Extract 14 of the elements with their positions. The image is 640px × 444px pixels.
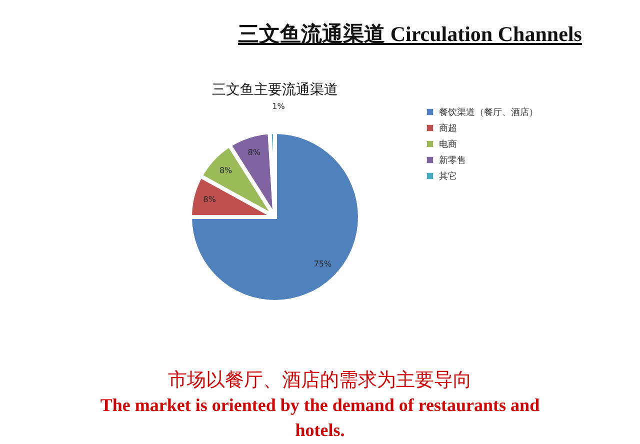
- data-label: 8%: [219, 166, 233, 175]
- data-label: 8%: [203, 195, 216, 204]
- data-label: 8%: [248, 148, 261, 157]
- data-label: 1%: [272, 102, 286, 112]
- chart-subtitle: 三文鱼主要流通渠道: [212, 82, 338, 98]
- legend-label: 电商: [439, 139, 457, 150]
- text: The market is oriented by the demand of restaurants and hotels.: [100, 394, 540, 442]
- data-label: 75%: [314, 260, 332, 269]
- legend-label: 新零售: [439, 155, 466, 166]
- legend-label: 餐饮渠道（餐厅、酒店）: [439, 107, 538, 118]
- text: 市场以餐厅、酒店的需求为主要导向: [167, 368, 473, 393]
- legend-label: 商超: [439, 123, 457, 134]
- legend-label: 其它: [439, 171, 457, 182]
- chart-title: 三文鱼流通渠道 Circulation Channels: [237, 21, 583, 48]
